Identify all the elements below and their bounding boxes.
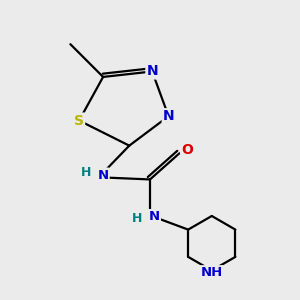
Text: NH: NH [201,266,223,279]
Text: S: S [74,114,84,128]
Text: H: H [132,212,142,225]
Text: O: O [181,143,193,157]
Text: H: H [80,167,91,179]
Text: N: N [163,109,174,123]
Text: N: N [98,169,109,182]
Text: N: N [149,210,160,223]
Text: N: N [146,64,158,79]
